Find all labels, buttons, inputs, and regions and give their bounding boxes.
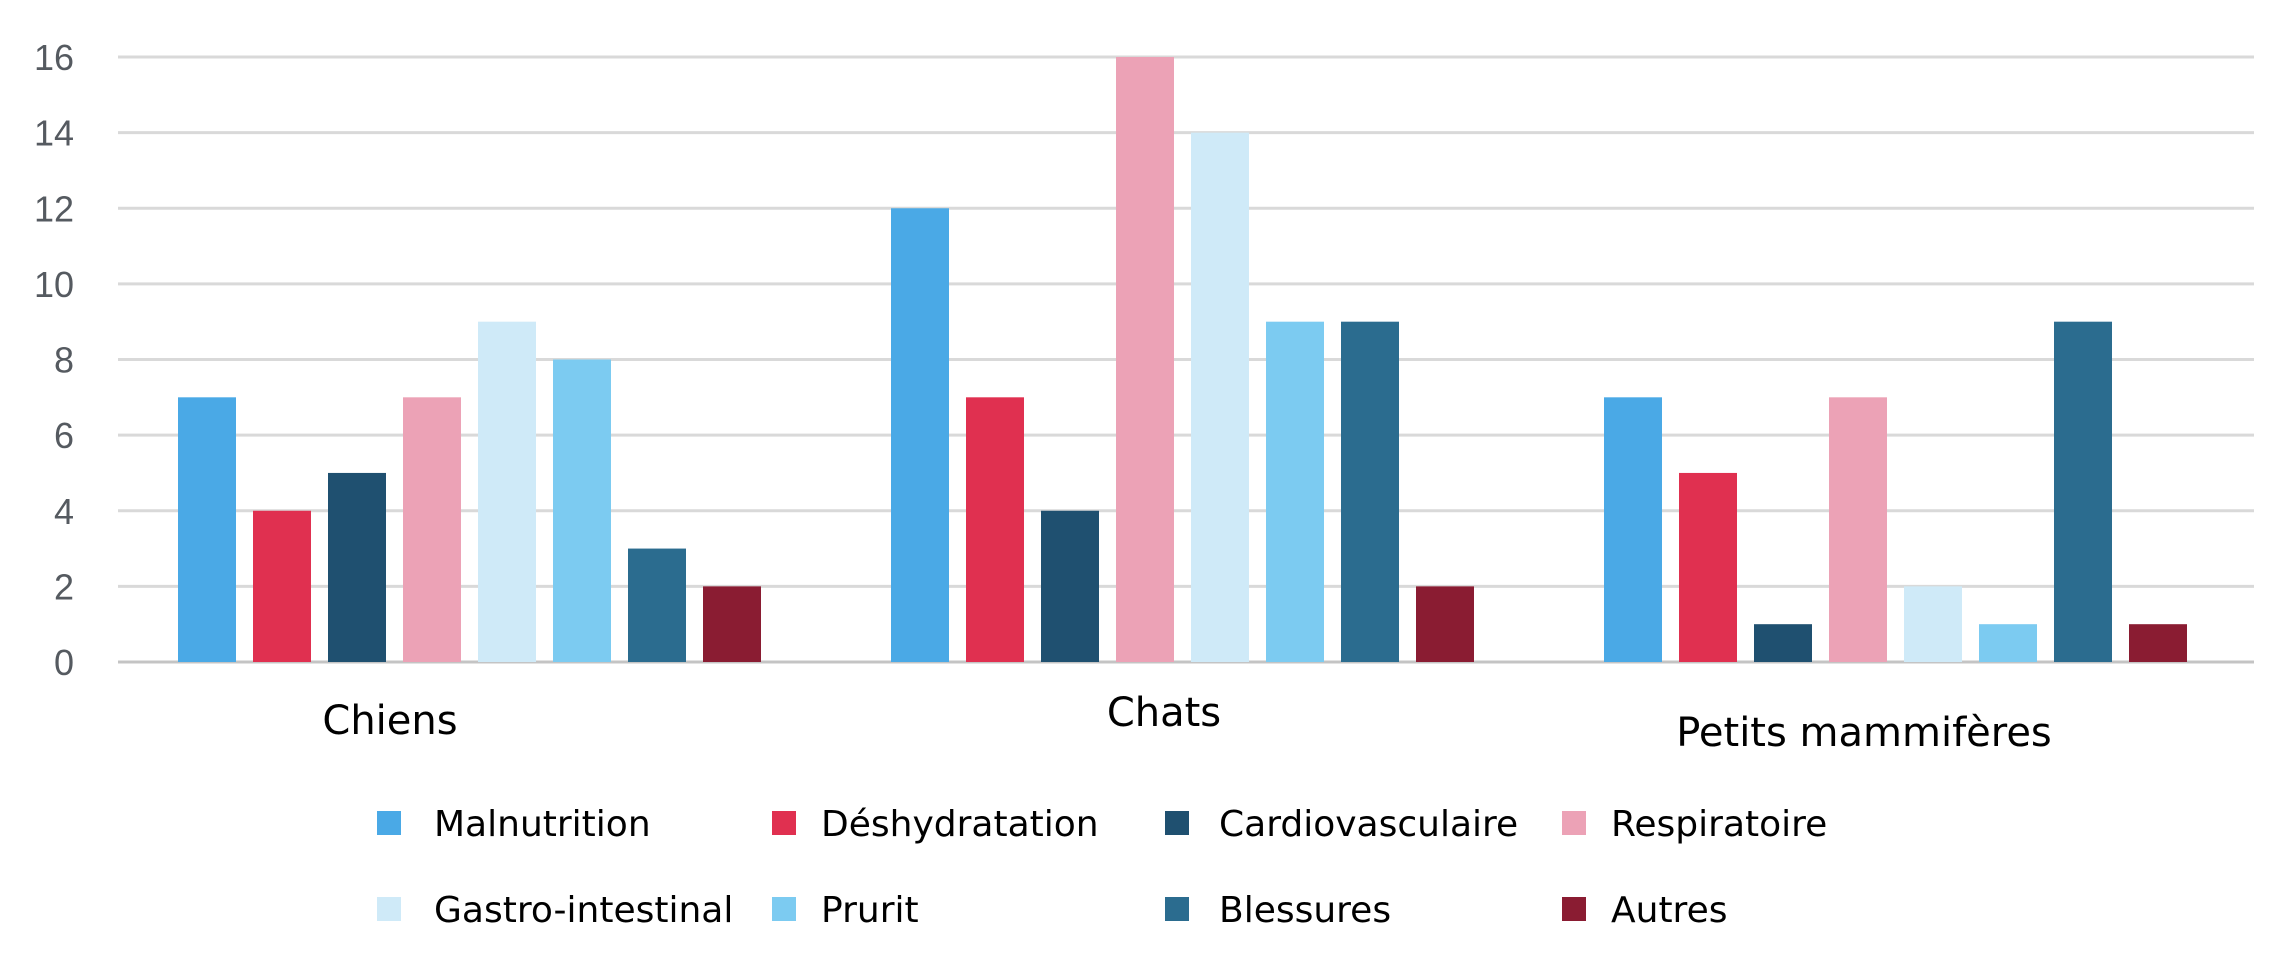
legend-label: Autres xyxy=(1611,890,1727,931)
y-tick-label: 12 xyxy=(34,188,74,229)
y-tick-label: 16 xyxy=(34,37,74,78)
bar-autres-0 xyxy=(703,586,761,662)
bar-d-shydratation-2 xyxy=(1679,472,1737,662)
legend-swatch xyxy=(1562,897,1586,921)
legend-label: Blessures xyxy=(1219,890,1391,931)
bar-prurit-2 xyxy=(1979,624,2037,662)
legend-swatch xyxy=(1165,897,1189,921)
legend-label: Prurit xyxy=(821,890,919,931)
y-axis-ticks: 0 2 4 6 8 10 12 14 16 xyxy=(34,37,74,683)
legend: Malnutrition Déshydratation Cardiovasculai… xyxy=(377,804,1827,931)
bar-respiratoire-0 xyxy=(403,397,461,662)
bar-malnutrition-2 xyxy=(1604,397,1662,662)
y-tick-label: 4 xyxy=(54,491,74,532)
y-tick-label: 0 xyxy=(54,642,74,683)
bar-autres-1 xyxy=(1416,586,1474,662)
legend-label: Malnutrition xyxy=(434,804,651,845)
bar-malnutrition-0 xyxy=(178,397,236,662)
bar-gastro-intestinal-2 xyxy=(1904,586,1962,662)
legend-swatch xyxy=(377,811,401,835)
y-tick-label: 8 xyxy=(54,340,74,381)
bar-d-shydratation-0 xyxy=(253,510,311,662)
x-axis-categories: Chiens Chats Petits mammifères xyxy=(322,690,2051,756)
y-tick-label: 6 xyxy=(54,415,74,456)
y-tick-label: 2 xyxy=(54,566,74,607)
legend-label: Déshydratation xyxy=(821,804,1099,845)
legend-swatch xyxy=(377,897,401,921)
category-label: Chiens xyxy=(322,698,457,744)
bar-gastro-intestinal-0 xyxy=(478,321,536,662)
grid-lines xyxy=(118,55,2254,664)
legend-label: Gastro-intestinal xyxy=(434,890,733,931)
bar-gastro-intestinal-1 xyxy=(1191,132,1249,662)
legend-swatch xyxy=(772,811,796,835)
bar-cardiovasculaire-2 xyxy=(1754,624,1812,662)
bar-cardiovasculaire-0 xyxy=(328,472,386,662)
bar-autres-2 xyxy=(2129,624,2187,662)
legend-swatch xyxy=(1165,811,1189,835)
bar-respiratoire-1 xyxy=(1116,57,1174,662)
bar-blessures-1 xyxy=(1341,321,1399,662)
y-tick-label: 14 xyxy=(34,113,74,154)
bar-respiratoire-2 xyxy=(1829,397,1887,662)
legend-label: Cardiovasculaire xyxy=(1219,804,1518,845)
legend-swatch xyxy=(772,897,796,921)
bars xyxy=(178,57,2187,662)
legend-label: Respiratoire xyxy=(1611,804,1827,845)
bar-d-shydratation-1 xyxy=(966,397,1024,662)
bar-prurit-1 xyxy=(1266,321,1324,662)
y-tick-label: 10 xyxy=(34,264,74,305)
legend-swatch xyxy=(1562,811,1586,835)
bar-blessures-0 xyxy=(628,548,686,662)
bar-cardiovasculaire-1 xyxy=(1041,510,1099,662)
bar-blessures-2 xyxy=(2054,321,2112,662)
bar-prurit-0 xyxy=(553,359,611,662)
category-label: Petits mammifères xyxy=(1676,710,2052,756)
category-label: Chats xyxy=(1107,690,1221,736)
bar-malnutrition-1 xyxy=(891,208,949,662)
